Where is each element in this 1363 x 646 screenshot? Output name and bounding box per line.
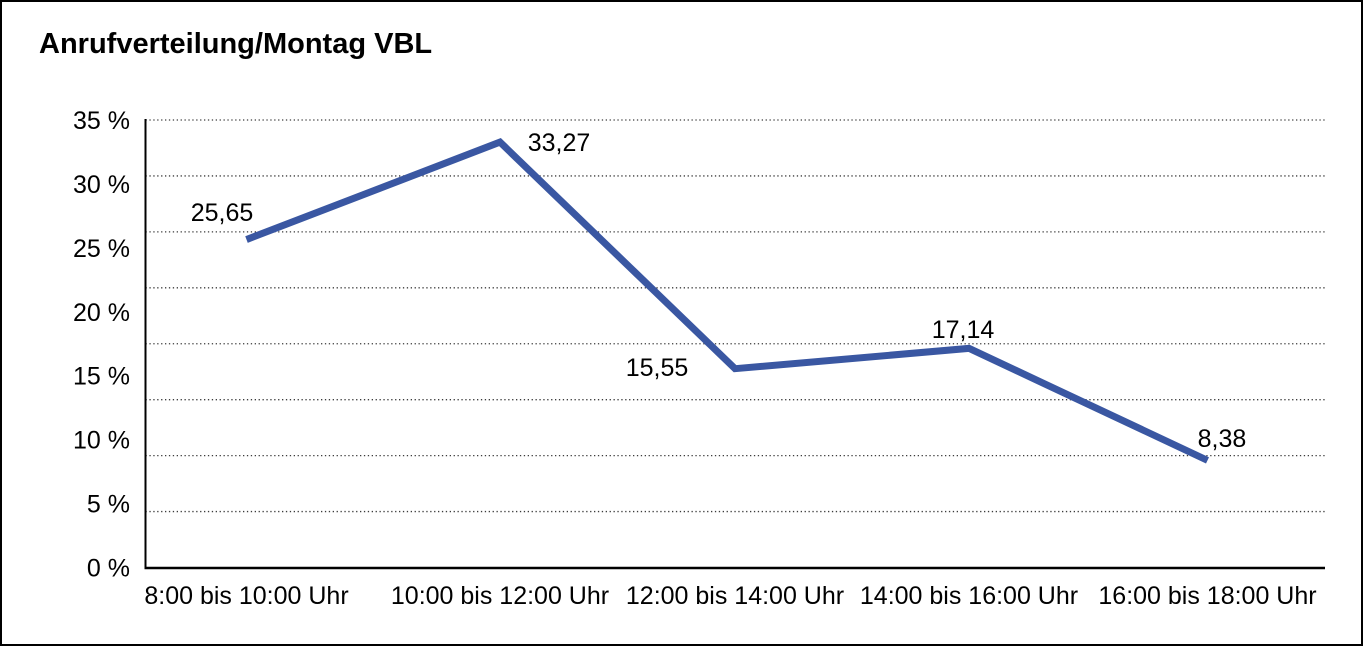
y-tick-label: 10 % <box>73 427 130 455</box>
y-tick-label: 0 % <box>87 555 130 583</box>
data-point-label: 33,27 <box>528 129 591 157</box>
y-tick-label: 5 % <box>87 491 130 519</box>
x-category-label: 12:00 bis 14:00 Uhr <box>626 582 844 610</box>
data-point-label: 17,14 <box>932 316 995 344</box>
y-tick-label: 15 % <box>73 363 130 391</box>
y-tick-label: 20 % <box>73 299 130 327</box>
y-tick-label: 25 % <box>73 235 130 263</box>
x-category-label: 16:00 bis 18:00 Uhr <box>1098 582 1316 610</box>
data-point-label: 25,65 <box>191 199 254 227</box>
series-line <box>245 138 1209 464</box>
data-point-label: 15,55 <box>626 354 689 382</box>
chart-title: Anrufverteilung/Montag VBL <box>39 28 433 60</box>
x-category-label: 8:00 bis 10:00 Uhr <box>144 582 348 610</box>
data-point-label: 8,38 <box>1198 425 1247 453</box>
x-category-label: 14:00 bis 16:00 Uhr <box>860 582 1078 610</box>
y-tick-label: 30 % <box>73 171 130 199</box>
y-tick-label: 35 % <box>73 107 130 135</box>
x-category-label: 10:00 bis 12:00 Uhr <box>391 582 609 610</box>
